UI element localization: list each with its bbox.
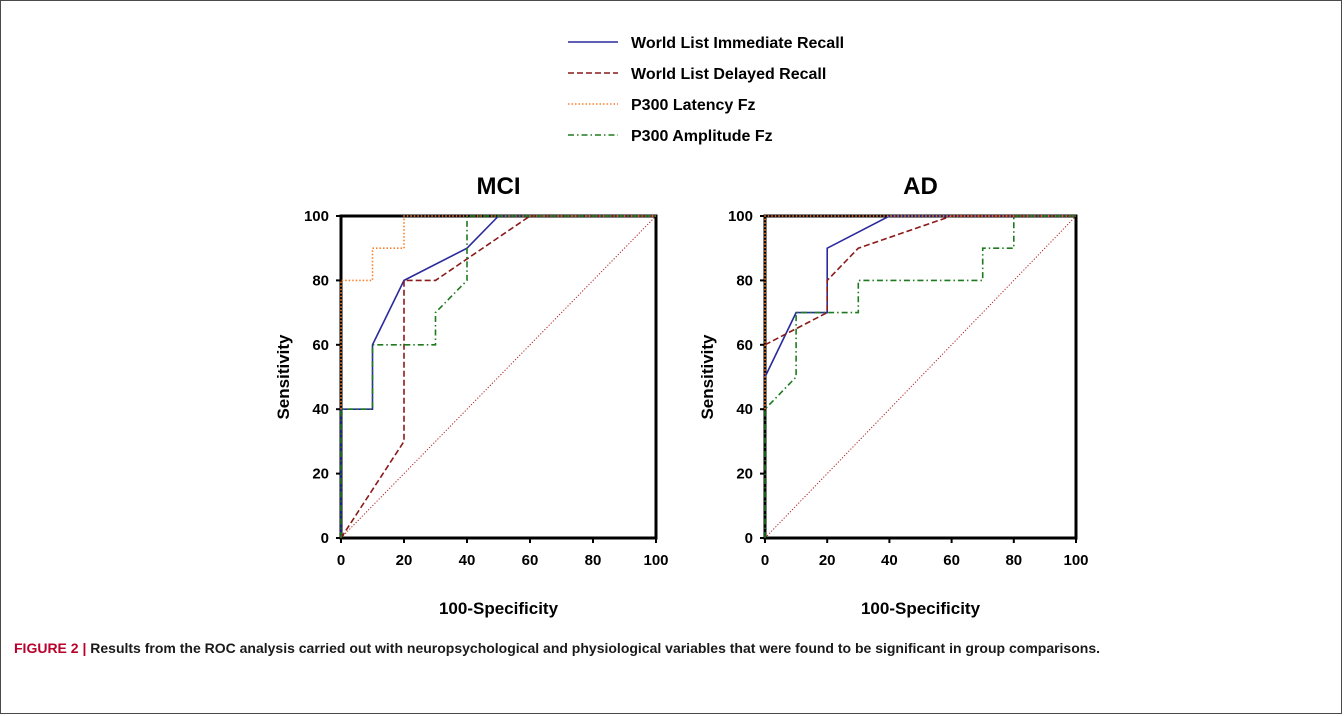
ad-x-tick-20: 20	[819, 552, 836, 569]
ad-y-tick-0: 0	[745, 530, 753, 547]
mci-x-tick-20: 20	[396, 552, 413, 569]
ad-x-axis-label: 100-Specificity	[861, 599, 981, 618]
mci-title: MCI	[477, 173, 521, 200]
ad-y-tick-20: 20	[736, 466, 753, 483]
mci-series-p300-latency-fz	[340, 215, 656, 410]
mci-y-tick-0: 0	[321, 530, 329, 547]
mci-x-tick-60: 60	[522, 552, 539, 569]
ad-y-tick-80: 80	[736, 272, 753, 289]
mci-y-tick-40: 40	[312, 401, 329, 418]
legend-label-p300-amplitude-fz: P300 Amplitude Fz	[631, 128, 773, 145]
ad-y-tick-60: 60	[736, 337, 753, 354]
ad-x-tick-60: 60	[943, 552, 960, 569]
mci-series-p300-amplitude-fz	[340, 215, 656, 538]
ad-series-p300-latency-fz	[764, 215, 1076, 410]
ad-x-tick-40: 40	[881, 552, 898, 569]
ad-x-tick-0: 0	[761, 552, 769, 569]
mci-x-tick-0: 0	[337, 552, 345, 569]
ad-title: AD	[903, 173, 938, 200]
mci-x-tick-100: 100	[643, 552, 668, 569]
panel-ad: AD 0 20 40 60 80 100 0 20 40 60 80 100 100-Specificit…	[698, 173, 1089, 618]
caption-label: FIGURE 2 |	[14, 640, 87, 656]
caption-text: Results from the ROC analysis carried ou…	[90, 640, 1101, 656]
mci-y-axis-label: Sensitivity	[274, 334, 293, 420]
mci-y-tick-80: 80	[312, 272, 329, 289]
legend: World List Immediate Recall World List De…	[568, 35, 844, 145]
mci-reference-line	[340, 215, 657, 539]
figure-caption: FIGURE 2 | Results from the ROC analysis…	[14, 637, 1334, 659]
ad-x-tick-100: 100	[1063, 552, 1088, 569]
mci-x-tick-40: 40	[459, 552, 476, 569]
legend-label-world-list-delayed-recall: World List Delayed Recall	[631, 66, 826, 83]
ad-y-axis-label: Sensitivity	[698, 334, 717, 420]
panel-mci: MCI 0 20 40 60 80 100 0 20 40 60 80 100 100-Specifici…	[274, 173, 669, 618]
mci-y-tick-60: 60	[312, 337, 329, 354]
legend-label-p300-latency-fz: P300 Latency Fz	[631, 97, 756, 114]
mci-y-tick-20: 20	[312, 466, 329, 483]
mci-x-tick-80: 80	[585, 552, 602, 569]
ad-series-world-list-immediate-recall	[764, 215, 1076, 378]
legend-label-world-list-immediate-recall: World List Immediate Recall	[631, 35, 844, 52]
ad-x-tick-80: 80	[1005, 552, 1022, 569]
mci-x-axis-label: 100-Specificity	[439, 599, 559, 618]
ad-reference-line	[764, 215, 1077, 539]
mci-series-world-list-immediate-recall	[340, 215, 656, 538]
ad-y-tick-40: 40	[736, 401, 753, 418]
mci-y-tick-100: 100	[304, 208, 329, 225]
ad-series-p300-amplitude-fz	[764, 215, 1076, 538]
ad-series-world-list-delayed-recall	[764, 215, 1076, 346]
ad-y-tick-100: 100	[728, 208, 753, 225]
